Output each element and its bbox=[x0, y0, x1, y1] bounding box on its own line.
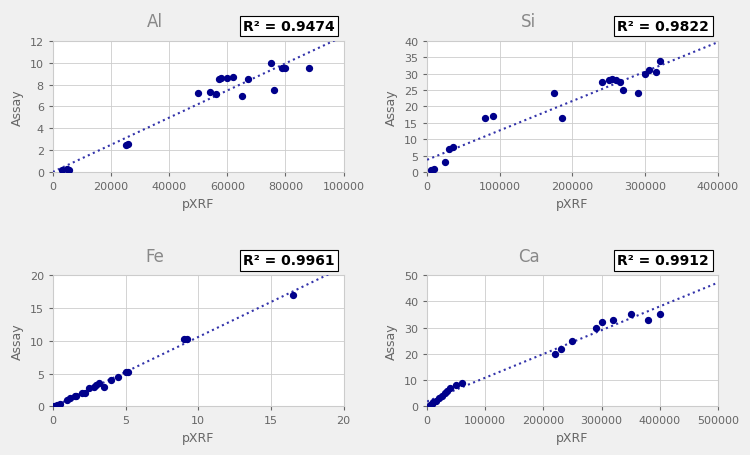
Point bbox=[654, 311, 666, 318]
Text: R² = 0.9961: R² = 0.9961 bbox=[243, 254, 334, 268]
Text: Al: Al bbox=[146, 13, 163, 31]
Point bbox=[56, 167, 68, 174]
Point bbox=[88, 383, 100, 390]
Text: Si: Si bbox=[521, 13, 536, 31]
Text: Fe: Fe bbox=[146, 247, 164, 265]
Point bbox=[280, 66, 292, 73]
Point bbox=[456, 379, 468, 386]
Point bbox=[68, 393, 80, 400]
X-axis label: pXRF: pXRF bbox=[556, 431, 589, 444]
Point bbox=[556, 115, 568, 122]
Point bbox=[64, 395, 76, 402]
Point bbox=[83, 384, 95, 392]
Point bbox=[105, 377, 117, 384]
Point bbox=[433, 395, 445, 402]
Point bbox=[265, 60, 277, 67]
Point bbox=[607, 76, 619, 83]
Text: R² = 0.9474: R² = 0.9474 bbox=[243, 20, 334, 34]
Point bbox=[122, 368, 134, 375]
Point bbox=[596, 319, 608, 326]
Point bbox=[48, 402, 60, 410]
Point bbox=[442, 387, 454, 394]
Point bbox=[221, 75, 233, 82]
Point bbox=[119, 142, 131, 149]
Point bbox=[54, 401, 66, 408]
Point bbox=[632, 91, 644, 98]
Point bbox=[98, 383, 109, 390]
Point bbox=[549, 350, 561, 358]
Point bbox=[62, 166, 74, 173]
Point bbox=[112, 373, 125, 380]
Point bbox=[122, 141, 134, 148]
Point bbox=[443, 146, 455, 153]
Point bbox=[212, 76, 224, 84]
Point bbox=[204, 90, 216, 97]
Point bbox=[590, 324, 602, 332]
X-axis label: pXRF: pXRF bbox=[182, 431, 214, 444]
Point bbox=[487, 113, 499, 121]
Point bbox=[643, 68, 655, 75]
Point bbox=[596, 79, 608, 86]
Point bbox=[650, 69, 662, 76]
Point bbox=[617, 87, 629, 95]
Point bbox=[436, 392, 448, 399]
Y-axis label: Assay: Assay bbox=[386, 89, 398, 126]
Point bbox=[93, 380, 105, 387]
Point bbox=[79, 389, 91, 397]
Point bbox=[555, 345, 567, 353]
Point bbox=[430, 398, 442, 405]
Point bbox=[303, 66, 315, 73]
Point bbox=[426, 400, 438, 407]
X-axis label: pXRF: pXRF bbox=[556, 197, 589, 210]
Point bbox=[63, 167, 75, 174]
Point bbox=[424, 401, 436, 409]
Point bbox=[639, 71, 651, 78]
Point bbox=[181, 335, 193, 343]
Point bbox=[440, 159, 452, 167]
Point bbox=[192, 91, 204, 98]
Point bbox=[479, 115, 491, 122]
Point bbox=[610, 77, 622, 85]
X-axis label: pXRF: pXRF bbox=[182, 197, 214, 210]
Point bbox=[427, 399, 439, 406]
Y-axis label: Assay: Assay bbox=[11, 89, 24, 126]
Point bbox=[236, 93, 248, 100]
Point bbox=[424, 167, 436, 175]
Point bbox=[548, 91, 560, 98]
Point bbox=[178, 336, 190, 344]
Point bbox=[210, 91, 222, 99]
Point bbox=[444, 384, 456, 392]
Point bbox=[70, 392, 82, 399]
Point bbox=[625, 311, 637, 318]
Point bbox=[614, 79, 626, 86]
Point bbox=[446, 145, 458, 152]
Point bbox=[51, 401, 63, 409]
Point bbox=[428, 166, 440, 173]
Point bbox=[654, 58, 666, 65]
Point bbox=[439, 389, 451, 397]
Point bbox=[450, 382, 462, 389]
Y-axis label: Assay: Assay bbox=[386, 323, 398, 359]
Point bbox=[91, 382, 103, 389]
Point bbox=[268, 87, 280, 95]
Point bbox=[215, 75, 227, 82]
Point bbox=[286, 292, 298, 299]
Point bbox=[608, 316, 619, 324]
Text: R² = 0.9822: R² = 0.9822 bbox=[617, 20, 709, 34]
Point bbox=[642, 316, 654, 324]
Point bbox=[566, 337, 578, 344]
Point bbox=[62, 396, 74, 404]
Point bbox=[277, 66, 289, 73]
Y-axis label: Assay: Assay bbox=[11, 323, 24, 359]
Point bbox=[76, 389, 88, 397]
Point bbox=[603, 77, 615, 85]
Point bbox=[119, 369, 131, 376]
Text: R² = 0.9912: R² = 0.9912 bbox=[617, 254, 709, 268]
Point bbox=[227, 74, 239, 81]
Point bbox=[242, 76, 254, 84]
Text: Ca: Ca bbox=[518, 247, 540, 265]
